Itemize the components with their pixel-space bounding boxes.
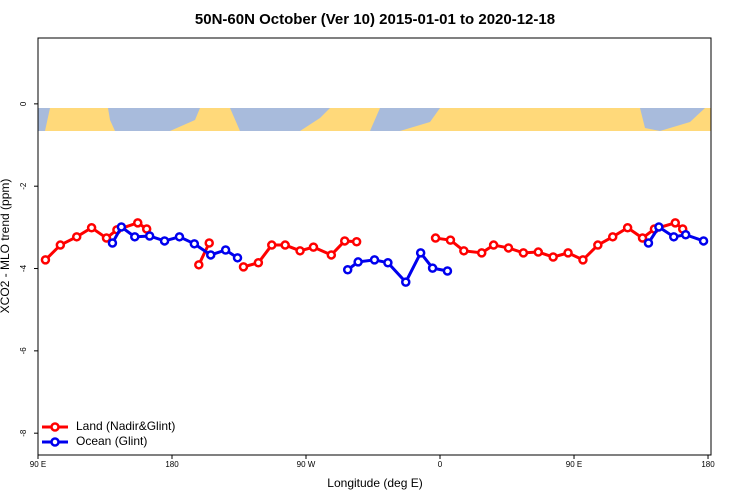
point [369, 255, 380, 265]
point [593, 240, 603, 250]
series-line [44, 221, 684, 269]
point [637, 233, 648, 243]
point [130, 232, 140, 242]
point [280, 240, 290, 250]
y-axis-label: XCO2 - MLO trend (ppm) [0, 179, 12, 314]
point [144, 231, 155, 241]
point [415, 248, 426, 258]
point [133, 218, 143, 228]
point [189, 239, 200, 249]
point [503, 243, 514, 253]
point [698, 236, 709, 246]
point [107, 238, 118, 248]
x-axis-label: Longitude (deg E) [327, 476, 422, 490]
point [533, 247, 544, 257]
legend-marker [50, 437, 60, 447]
legend-label: Ocean (Glint) [76, 434, 147, 448]
point [55, 240, 66, 250]
chart-title: 50N-60N October (Ver 10) 2015-01-01 to 2… [195, 11, 555, 28]
point [578, 255, 588, 265]
point [383, 258, 393, 268]
point [86, 223, 97, 233]
point [442, 266, 453, 276]
point [563, 248, 573, 258]
y-tick-label: 0 [19, 101, 28, 106]
point [351, 237, 362, 247]
point [267, 240, 277, 250]
point [430, 233, 441, 243]
point [174, 232, 185, 242]
point [488, 240, 499, 250]
point [253, 258, 264, 268]
point [308, 242, 319, 252]
legend-label: Land (Nadir&Glint) [76, 419, 175, 433]
x-tick-label: 90 W [297, 460, 316, 469]
point [194, 260, 204, 270]
x-tick-label: 180 [701, 460, 715, 469]
point [654, 222, 664, 232]
y-tick-label: -4 [19, 264, 28, 272]
y-tick-label: -6 [19, 347, 28, 355]
point [220, 245, 231, 255]
point [680, 230, 691, 240]
point [295, 246, 305, 256]
point [159, 236, 170, 246]
point [326, 250, 337, 260]
point [342, 265, 353, 275]
point [353, 257, 363, 267]
point [476, 248, 487, 258]
point [339, 236, 350, 246]
y-tick-label: -2 [19, 182, 28, 190]
point [71, 232, 82, 242]
point [643, 238, 654, 248]
point [669, 232, 679, 242]
point [670, 218, 681, 228]
point [459, 246, 469, 256]
legend-marker [50, 422, 60, 432]
plot-frame [37, 37, 712, 456]
point [518, 248, 529, 258]
y-tick-label: -8 [19, 429, 28, 437]
point [548, 252, 558, 262]
map-band [38, 108, 711, 131]
x-tick-label: 90 E [30, 460, 46, 469]
point [232, 253, 243, 263]
x-tick-label: 180 [165, 460, 179, 469]
point [445, 235, 456, 245]
point [205, 250, 216, 260]
point [101, 233, 112, 243]
x-tick-label: 90 E [566, 460, 582, 469]
point [401, 277, 411, 287]
point [116, 222, 127, 232]
x-tick-label: 0 [438, 460, 443, 469]
point [238, 262, 249, 272]
point [427, 263, 438, 273]
point [204, 238, 214, 248]
point [40, 255, 51, 265]
point [607, 232, 618, 242]
point [622, 223, 633, 233]
